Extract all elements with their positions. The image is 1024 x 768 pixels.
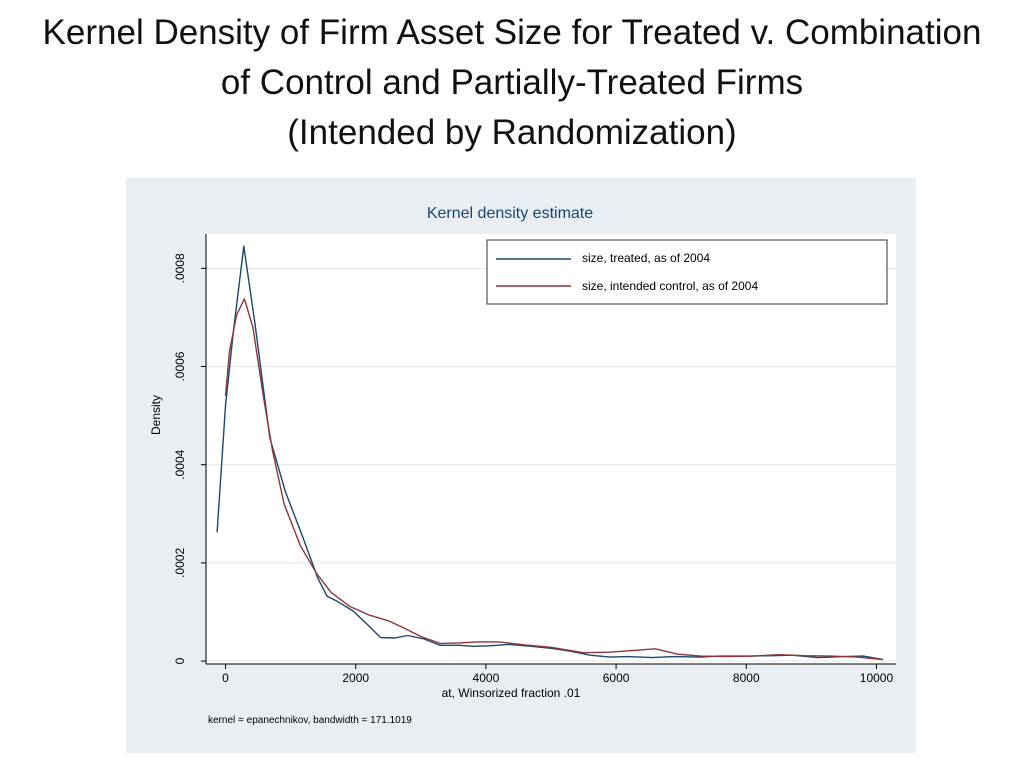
chart-note: kernel = epanechnikov, bandwidth = 171.1… bbox=[208, 715, 412, 726]
ticks: 0 .0002 .0004 .0006 .0008 0 2000 4000 6000 8000 10… bbox=[173, 253, 893, 685]
legend-label-treated: size, treated, as of 2004 bbox=[582, 251, 710, 265]
kernel-density-chart: Kernel density estimate 0 .0002 .0004 .0006… bbox=[149, 205, 896, 726]
x-tick-label: 8000 bbox=[733, 671, 760, 685]
legend-label-control: size, intended control, as of 2004 bbox=[582, 279, 758, 293]
y-tick-label: .0002 bbox=[173, 548, 187, 578]
y-axis-label: Density bbox=[149, 395, 163, 435]
x-tick-label: 0 bbox=[222, 671, 229, 685]
slide-title-line: (Intended by Randomization) bbox=[287, 113, 737, 152]
x-axis-label: at, Winsorized fraction .01 bbox=[442, 686, 581, 700]
x-tick-label: 6000 bbox=[603, 671, 630, 685]
y-tick-label: .0008 bbox=[173, 253, 187, 283]
gridlines bbox=[206, 267, 896, 662]
chart-title: Kernel density estimate bbox=[427, 205, 593, 222]
y-tick-label: 0 bbox=[173, 657, 187, 664]
slide-title: Kernel Density of Firm Asset Size for Tr… bbox=[0, 8, 1024, 158]
y-tick-label: .0006 bbox=[173, 351, 187, 381]
slide-title-line: Kernel Density of Firm Asset Size for Tr… bbox=[42, 13, 982, 52]
series-line-control bbox=[224, 298, 884, 661]
plot-area bbox=[206, 234, 896, 664]
series-lines bbox=[216, 245, 884, 661]
x-tick-label: 4000 bbox=[473, 671, 500, 685]
legend-box bbox=[486, 239, 888, 305]
legend: size, treated, as of 2004 size, intended… bbox=[486, 239, 888, 305]
y-tick-label: .0004 bbox=[173, 449, 187, 479]
axes bbox=[205, 234, 896, 665]
slide-title-line: of Control and Partially-Treated Firms bbox=[220, 63, 804, 102]
x-tick-label: 2000 bbox=[342, 671, 369, 685]
chart-panel: Kernel density estimate 0 .0002 .0004 .0006… bbox=[126, 178, 916, 753]
x-tick-label: 10000 bbox=[860, 671, 894, 685]
